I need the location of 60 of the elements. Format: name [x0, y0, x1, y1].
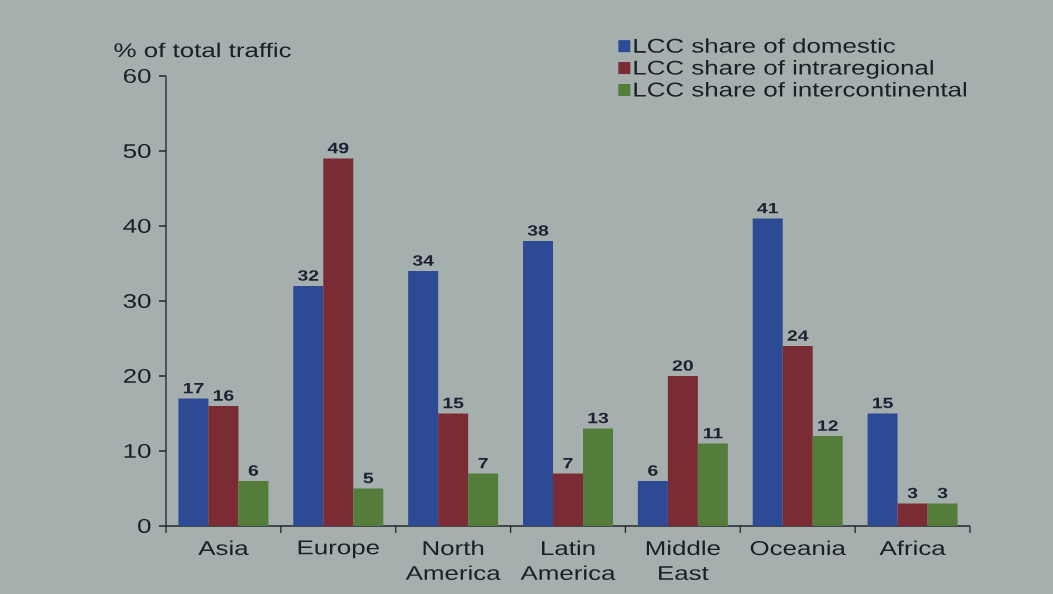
data-label: 16: [213, 390, 234, 401]
y-tick-label: 10: [124, 443, 151, 459]
legend-label: LCC share of intercontinental: [634, 82, 967, 97]
bar: [812, 436, 843, 526]
x-tick-label: Latin America: [520, 540, 616, 581]
data-label: 15: [873, 397, 893, 409]
bar: [927, 503, 958, 526]
bar: [523, 241, 554, 526]
y-tick-label: 20: [123, 368, 151, 384]
bar: [637, 481, 668, 526]
data-label: 3: [937, 487, 948, 499]
data-label: 32: [297, 270, 319, 281]
x-tick-label: Africa: [879, 540, 946, 556]
bar: [782, 346, 813, 526]
bar: [208, 406, 239, 526]
legend-label: LCC share of domestic: [634, 38, 896, 53]
bar: [353, 488, 384, 526]
legend-label: LCC share of intraregional: [634, 60, 933, 79]
bar: [468, 473, 499, 526]
y-tick-label: 50: [123, 143, 151, 159]
data-label: 12: [818, 420, 838, 431]
bar: [867, 413, 898, 526]
data-label: 7: [563, 458, 573, 469]
bar: [408, 271, 439, 526]
bar: [752, 218, 783, 526]
data-label: 11: [703, 428, 723, 439]
y-tick-label: 60: [123, 68, 151, 84]
data-label: 15: [443, 397, 464, 409]
bar: [583, 428, 614, 526]
bar: [553, 473, 584, 526]
x-tick-label: North America: [405, 540, 501, 581]
bar: [438, 413, 469, 526]
data-label: 7: [478, 458, 488, 469]
data-label: 6: [648, 465, 658, 476]
y-tick-label: 40: [123, 218, 151, 234]
data-label: 24: [787, 330, 809, 341]
data-label: 6: [248, 465, 259, 476]
bar: [897, 503, 928, 526]
data-label: 17: [183, 383, 204, 394]
data-label: 38: [527, 225, 549, 236]
x-tick-label: Europe: [298, 540, 379, 559]
bar: [667, 376, 698, 526]
bar: [293, 286, 324, 526]
bar: [323, 158, 354, 526]
y-tick-label: 30: [123, 293, 151, 309]
data-label: 41: [757, 203, 778, 214]
data-label: 13: [588, 412, 609, 424]
x-tick-label: Oceania: [750, 540, 846, 556]
x-tick-label: Asia: [198, 540, 249, 556]
bar: [697, 443, 728, 526]
data-label: 49: [327, 142, 349, 154]
data-label: 34: [412, 255, 434, 266]
y-axis-title: % of total traffic: [114, 42, 291, 58]
y-tick-label: 0: [138, 518, 151, 534]
data-label: 20: [672, 360, 693, 371]
data-label: 5: [363, 472, 374, 484]
bar: [178, 398, 209, 526]
x-tick-label: Middle East: [646, 540, 720, 581]
data-label: 3: [907, 487, 918, 499]
bar: [238, 481, 269, 526]
